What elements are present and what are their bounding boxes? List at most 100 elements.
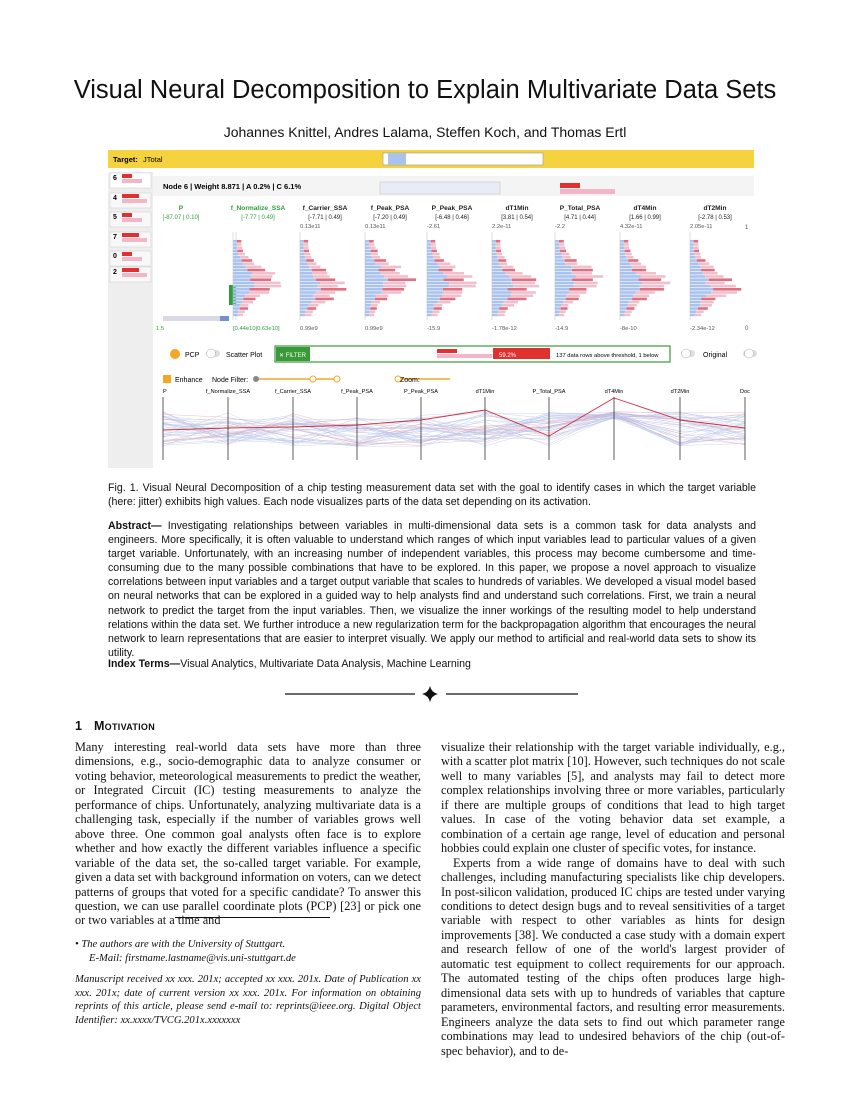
ornament [422,686,438,702]
paragraph: visualize their relationship with the ta… [441,740,785,856]
histogram-bar [559,310,566,313]
histogram-bar [315,278,336,281]
histogram-bar [233,313,238,317]
histogram-bar [555,284,574,288]
column-top: 4.32e-11 [620,224,642,230]
histogram-bar [690,265,701,269]
node-id: 7 [113,234,117,241]
histogram-bar [624,249,631,253]
histogram-bar [315,297,334,301]
edge-bottom: 0 [745,326,749,332]
index-terms: Index Terms—Visual Analytics, Multivaria… [108,658,756,670]
histogram-bar [233,246,238,249]
histogram-bar [565,262,578,265]
filter-label: ✕ FILTER [279,353,307,359]
histogram-bar [438,268,453,272]
histogram-bar [562,256,571,259]
histogram-bar [620,288,640,291]
histogram-bar [320,281,345,285]
left-column: Many interesting real-world data sets ha… [75,740,421,928]
node-filter-label: Node Filter: [212,377,248,384]
histogram-bar [620,265,632,269]
histogram-bar [492,272,506,275]
histogram-bar [555,291,570,294]
paper-title: Visual Neural Decomposition to Explain M… [73,76,777,104]
column-name: P_Total_PSA [560,205,601,212]
histogram-bar [233,252,239,256]
node-activation [560,189,615,194]
histogram-bar [620,310,626,313]
histogram-bar [368,240,374,243]
histogram-bar [254,281,281,285]
histogram-bar [705,281,725,285]
histogram-bar [699,304,713,307]
slider-knob[interactable] [309,375,317,383]
checkbox[interactable] [163,375,171,383]
node-id: 0 [113,253,117,260]
target-histogram [382,152,544,166]
slider-knob[interactable] [394,375,402,383]
histogram-bar [628,300,640,304]
slider-knob[interactable] [333,375,341,383]
histogram-bar [497,313,505,317]
node-activation [122,268,139,272]
histogram-bar [574,281,598,285]
histogram-bar [710,284,736,288]
histogram-bar [447,275,473,278]
column-bottom: 0.99e9 [300,326,318,332]
histogram-bar [365,313,370,317]
histogram-bar [375,294,389,297]
pcp-line [162,414,746,447]
radio-on[interactable] [170,349,180,359]
histogram-bar [370,304,378,307]
histogram-bar [427,288,443,291]
pcp-line [162,414,746,443]
histogram-bar [449,281,477,285]
histogram-bar [635,291,655,294]
histogram-bar [711,291,737,294]
histogram-bar [430,243,436,246]
histogram-bar [492,278,512,281]
histogram-bar [300,294,314,297]
histogram-bar [233,268,248,272]
slider-knob[interactable] [253,376,259,382]
histogram-bar [626,256,634,259]
abstract-label: Abstract— [108,520,162,532]
histogram-bar [492,256,498,259]
histogram-bar [561,252,570,256]
histogram-bar [233,272,252,275]
histogram-bar [433,256,441,259]
histogram-bar [245,294,260,297]
histogram-bar [427,249,432,253]
histogram-bar [233,291,250,294]
histogram-bar [439,297,456,301]
histogram-bar [690,249,695,253]
histogram-bar [427,278,444,281]
histogram-bar [427,275,448,278]
histogram-bar [300,310,306,313]
histogram-bar [433,304,443,307]
target-histogram-fill [388,153,406,165]
pcp-axis-label: f_Peak_PSA [341,389,373,395]
histogram-bar [625,252,632,256]
histogram-bar [690,307,699,310]
histogram-bar [238,310,245,313]
histogram-bar [245,265,262,269]
column-bottom: -8e-10 [620,326,637,332]
histogram-bar [700,265,714,269]
histogram-bar [365,275,385,278]
histogram-bar [499,307,508,310]
histogram-bar [576,275,604,278]
histogram-bar [442,291,463,294]
section-heading: 1 Motivation [75,719,155,733]
toggle-knob [681,348,691,359]
histogram-bar [241,259,253,262]
histogram-bar [555,304,562,307]
histogram-bar [365,278,388,281]
column-bottom: -14.9 [555,326,568,332]
node-activation [122,273,147,277]
histogram-bar [432,310,440,313]
histogram-bar [492,310,499,313]
histogram-bar [623,243,629,246]
histogram-bar [705,275,724,278]
